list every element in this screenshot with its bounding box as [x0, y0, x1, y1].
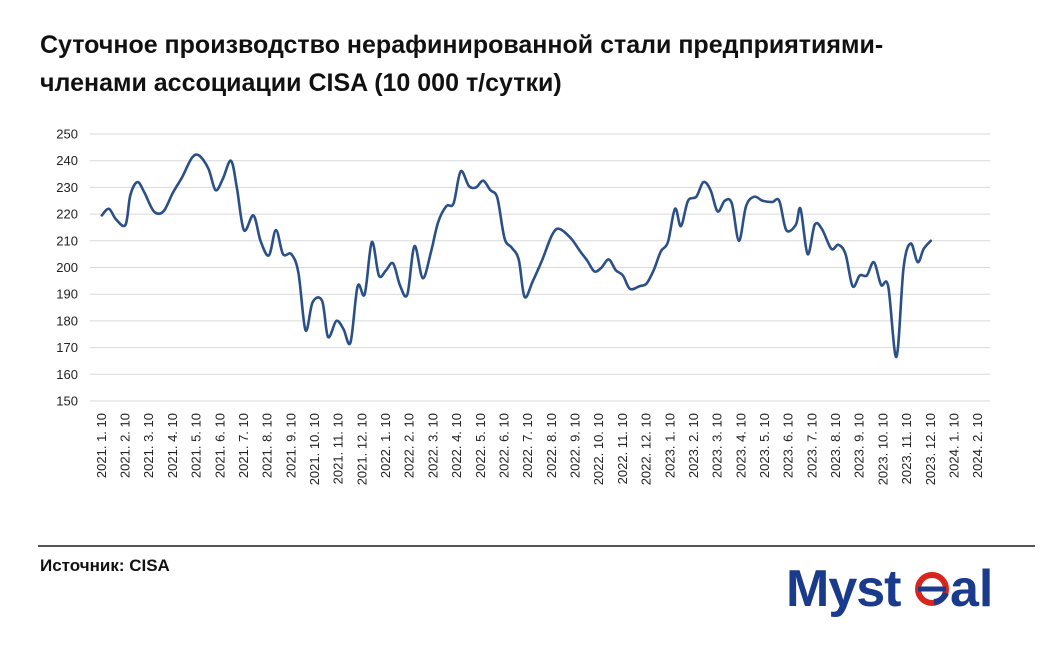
x-tick-label: 2021. 1. 10 [94, 413, 109, 478]
y-tick-label: 240 [56, 153, 78, 168]
svg-text:Myst: Myst [786, 560, 901, 618]
x-tick-label: 2023. 11. 10 [899, 413, 914, 484]
x-tick-label: 2022. 12. 10 [639, 413, 654, 485]
y-tick-label: 190 [56, 287, 78, 302]
mysteel-logo: Myst al [786, 560, 993, 618]
x-tick-label: 2023. 6. 10 [781, 413, 796, 478]
x-tick-label: 2021. 8. 10 [260, 413, 275, 478]
y-axis-ticks: 150 160 170 180 190 200 210 220 230 240 250 [56, 127, 78, 409]
y-tick-label: 200 [56, 260, 78, 275]
x-tick-label: 2021. 7. 10 [236, 413, 251, 478]
x-tick-label: 2022. 3. 10 [425, 413, 440, 478]
x-tick-label: 2022. 6. 10 [496, 413, 511, 478]
y-tick-label: 160 [56, 367, 78, 382]
x-tick-label: 2021. 5. 10 [189, 413, 204, 478]
x-tick-label: 2022. 9. 10 [568, 413, 583, 478]
x-tick-label: 2022. 10. 10 [591, 413, 606, 485]
x-tick-label: 2022. 4. 10 [449, 413, 464, 478]
x-tick-label: 2021. 2. 10 [118, 413, 133, 478]
x-tick-label: 2024. 1. 10 [946, 413, 961, 478]
chart-title: Суточное производство нерафинированной с… [40, 31, 884, 97]
x-tick-label: 2021. 9. 10 [283, 413, 298, 478]
x-tick-label: 2021. 3. 10 [141, 413, 156, 478]
x-tick-label: 2023. 2. 10 [686, 413, 701, 478]
y-tick-label: 150 [56, 394, 78, 409]
x-axis-ticks: 2021. 1. 10 2021. 2. 10 2021. 3. 10 2021. 4… [94, 413, 985, 485]
y-tick-label: 170 [56, 340, 78, 355]
x-tick-label: 2021. 6. 10 [212, 413, 227, 478]
svg-text:al: al [950, 560, 993, 618]
x-tick-label: 2023. 12. 10 [923, 413, 938, 485]
y-tick-label: 230 [56, 180, 78, 195]
y-tick-label: 180 [56, 313, 78, 328]
x-tick-label: 2023. 9. 10 [852, 413, 867, 478]
line-chart: 150 160 170 180 190 200 210 220 230 240 250 2021. … [56, 127, 990, 485]
y-tick-label: 220 [56, 207, 78, 222]
x-tick-label: 2022. 5. 10 [473, 413, 488, 478]
x-tick-label: 2021. 10. 10 [307, 413, 322, 485]
x-tick-label: 2023. 5. 10 [757, 413, 772, 478]
x-tick-label: 2023. 7. 10 [804, 413, 819, 478]
x-tick-label: 2023. 8. 10 [828, 413, 843, 478]
x-tick-label: 2022. 11. 10 [615, 413, 630, 484]
x-tick-label: 2023. 3. 10 [710, 413, 725, 478]
source-label: Источник: CISA [40, 556, 170, 575]
divider [38, 545, 1035, 547]
x-tick-label: 2022. 7. 10 [520, 413, 535, 478]
x-tick-label: 2021. 4. 10 [165, 413, 180, 478]
x-tick-label: 2021. 12. 10 [354, 413, 369, 485]
x-tick-label: 2022. 8. 10 [544, 413, 559, 478]
x-tick-label: 2024. 2. 10 [970, 413, 985, 478]
x-tick-label: 2023. 10. 10 [875, 413, 890, 485]
x-tick-label: 2023. 4. 10 [733, 413, 748, 478]
series-line [100, 153, 933, 359]
x-tick-label: 2022. 2. 10 [402, 413, 417, 478]
y-tick-label: 210 [56, 233, 78, 248]
y-tick-label: 250 [56, 127, 78, 142]
x-tick-label: 2022. 1. 10 [378, 413, 393, 478]
x-tick-label: 2021. 11. 10 [331, 413, 346, 484]
x-tick-label: 2023. 1. 10 [662, 413, 677, 478]
